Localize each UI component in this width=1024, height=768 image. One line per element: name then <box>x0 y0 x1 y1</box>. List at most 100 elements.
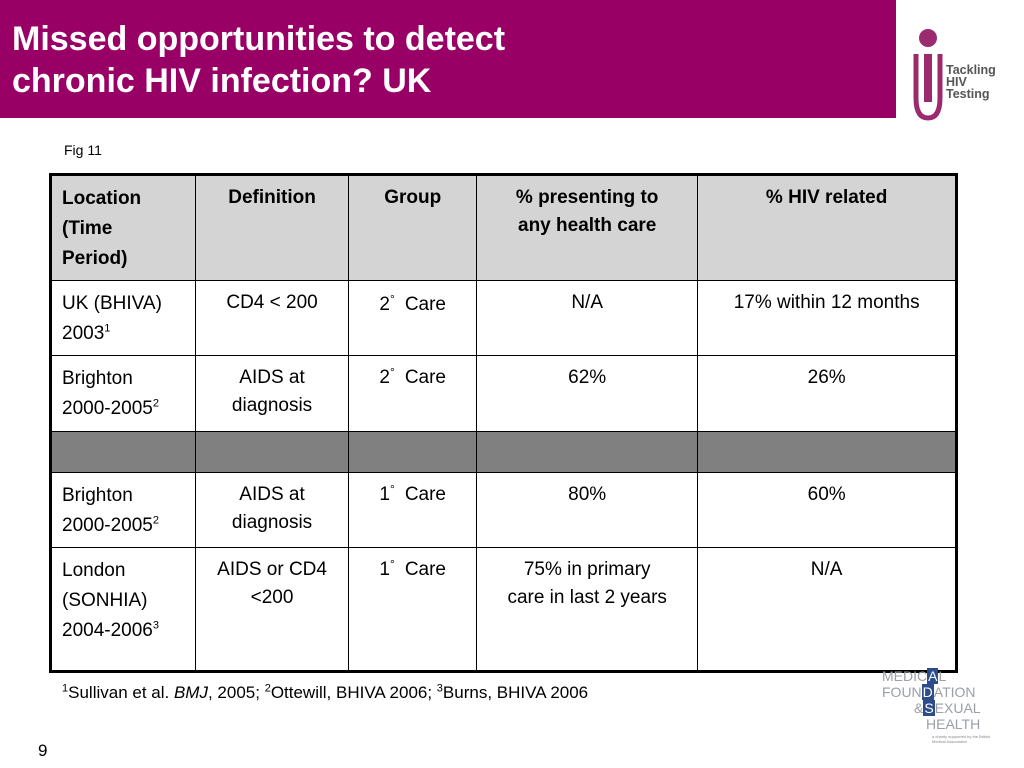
cell-hiv-related: 26% <box>697 355 957 432</box>
citation-superscript: 2 <box>152 514 159 527</box>
logo-tagline: a charity supported by the British Medic… <box>932 734 991 744</box>
citation-superscript: 2 <box>152 397 159 410</box>
logo-line-2: FOUNDATION <box>882 684 976 700</box>
cell-location: Brighton 2000-20052 <box>50 355 196 432</box>
table-row: Brighton 2000-20052 AIDS at diagnosis 2°… <box>50 355 957 432</box>
cell-location-period: 2000-2005 <box>62 398 153 419</box>
cell-location-line: 2000-20052 <box>62 394 185 424</box>
logo-line-1: MEDICAL <box>882 668 946 684</box>
cell-definition-text: AIDS at <box>239 484 305 505</box>
cell-presenting-text: care in last 2 years <box>507 587 667 608</box>
separator-cell <box>50 431 196 473</box>
group-number: 2 <box>379 294 390 315</box>
degree-symbol: ° <box>390 291 395 306</box>
table-separator-row <box>50 431 957 473</box>
cell-definition-text: diagnosis <box>231 395 313 416</box>
cell-presenting: 62% <box>476 355 699 432</box>
logo-text: EXUAL <box>934 700 981 716</box>
logo-text: ATION <box>933 684 976 700</box>
cell-location-line: UK (BHIVA) <box>62 293 162 314</box>
group-number: 1 <box>379 559 390 580</box>
logo-word-1: Tackling <box>946 63 996 77</box>
slide-title: Missed opportunities to detect chronic H… <box>12 18 872 102</box>
separator-cell <box>476 431 699 473</box>
cell-location-line: 2000-20052 <box>62 511 185 541</box>
table-header-row: Location (Time Period) Definition Group … <box>50 174 957 281</box>
cell-presenting-text: 62% <box>568 367 607 388</box>
logo-highlight: A <box>927 668 939 684</box>
table-row: UK (BHIVA) 20031 CD4 < 200 2° Care N/A 17… <box>50 280 957 356</box>
cell-hiv-related: 17% within 12 months <box>697 280 957 356</box>
cell-location-line: (SONHIA) <box>62 590 148 611</box>
cell-definition-text: AIDS at <box>239 367 305 388</box>
cell-location-line: 20031 <box>62 319 185 349</box>
logo-line-3: &SEXUAL <box>914 700 981 716</box>
cell-location-period: 2004-2006 <box>62 620 153 641</box>
cell-location-line: Brighton <box>62 368 133 389</box>
title-bar: Missed opportunities to detect chronic H… <box>0 0 896 118</box>
separator-cell <box>697 431 957 473</box>
cell-group: 1° Care <box>348 547 478 672</box>
group-label: Care <box>404 559 446 580</box>
slide-title-line-2: chronic HIV infection? UK <box>12 62 432 100</box>
table-row: London (SONHIA) 2004-20063 AIDS or CD4 <… <box>50 547 957 672</box>
logo-text: MEDIC <box>882 668 928 684</box>
header-location-line-2: (Time <box>62 218 113 239</box>
cell-presenting-text: 80% <box>568 484 607 505</box>
reference-number: 3 <box>436 682 443 695</box>
hiv-opportunities-table: Location (Time Period) Definition Group … <box>49 173 958 673</box>
reference-number: 2 <box>264 682 271 695</box>
group-number: 1 <box>379 484 390 505</box>
logo-highlight: S <box>923 700 935 716</box>
cell-presenting-text: N/A <box>571 292 604 313</box>
reference-text: , 2005; <box>207 683 265 702</box>
figure-label: Fig 11 <box>64 142 102 158</box>
separator-cell <box>348 431 478 473</box>
logo-text: FOUN <box>882 684 922 700</box>
logo-text: L <box>938 668 947 684</box>
cell-group: 1° Care <box>348 472 478 548</box>
cell-presenting: N/A <box>476 280 699 356</box>
cell-definition-text: diagnosis <box>231 512 313 533</box>
cell-location-line: 2004-20063 <box>62 616 185 646</box>
logo-word-2: HIV <box>946 75 967 89</box>
reference-text: Ottewill, BHIVA 2006; <box>270 683 437 702</box>
header-location-line-1: Location <box>62 188 142 209</box>
cell-definition-text: CD4 < 200 <box>226 292 318 313</box>
logo-highlight: D <box>921 684 934 700</box>
citation-superscript: 3 <box>152 619 159 632</box>
header-presenting-line-2: any health care <box>518 215 657 236</box>
cell-location-line: Brighton <box>62 485 133 506</box>
cell-location: London (SONHIA) 2004-20063 <box>50 547 196 672</box>
reference-text: Sullivan et al. <box>68 683 174 702</box>
degree-symbol: ° <box>390 481 395 496</box>
group-label: Care <box>404 294 446 315</box>
group-label: Care <box>404 367 446 388</box>
reference-text: Burns, BHIVA 2006 <box>442 683 589 702</box>
header-hiv-related: % HIV related <box>697 174 957 281</box>
cell-location-period: 2000-2005 <box>62 515 153 536</box>
group-number: 2 <box>379 367 390 388</box>
cell-group: 2° Care <box>348 280 478 356</box>
cell-presenting: 80% <box>476 472 699 548</box>
header-location-line-3: Period) <box>62 248 128 269</box>
separator-cell <box>194 431 350 473</box>
page-number: 9 <box>38 741 48 760</box>
cell-definition: CD4 < 200 <box>194 280 350 356</box>
references-footnote: 1Sullivan et al. BMJ, 2005; 2Ottewill, B… <box>62 683 588 703</box>
cell-presenting-text: 75% in primary <box>523 559 651 580</box>
header-presenting-line-1: % presenting to <box>515 187 659 208</box>
reference-number: 1 <box>62 682 69 695</box>
cell-location: UK (BHIVA) 20031 <box>50 280 196 356</box>
journal-name: BMJ <box>173 683 208 702</box>
logo-word-3: Testing <box>946 87 990 101</box>
citation-superscript: 1 <box>104 322 111 335</box>
cell-definition: AIDS at diagnosis <box>194 355 350 432</box>
degree-symbol: ° <box>390 364 395 379</box>
header-presenting: % presenting to any health care <box>476 174 699 281</box>
header-location: Location (Time Period) <box>50 174 196 281</box>
logo-line-4: HEALTH <box>926 716 981 732</box>
table-row: Brighton 2000-20052 AIDS at diagnosis 1°… <box>50 472 957 548</box>
logo-wordmark: Tackling HIV Testing <box>946 63 996 101</box>
cell-definition-text: AIDS or CD4 <box>217 559 327 580</box>
